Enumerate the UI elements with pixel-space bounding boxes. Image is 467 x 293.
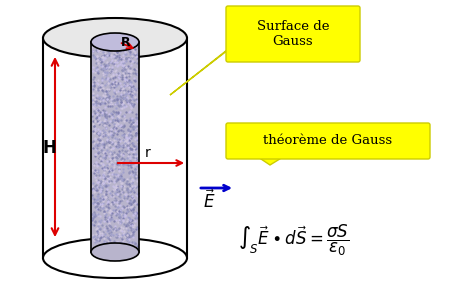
FancyBboxPatch shape	[226, 123, 430, 159]
Ellipse shape	[91, 243, 139, 261]
Text: R: R	[121, 36, 131, 49]
Polygon shape	[170, 35, 246, 95]
Polygon shape	[91, 42, 139, 252]
Text: Surface de
Gauss: Surface de Gauss	[257, 20, 329, 48]
Text: H: H	[43, 139, 57, 157]
Text: théorème de Gauss: théorème de Gauss	[263, 134, 393, 147]
Polygon shape	[258, 157, 283, 165]
Text: $\vec{E}$: $\vec{E}$	[203, 190, 215, 212]
Ellipse shape	[43, 18, 187, 58]
Text: $\int_S \vec{E}\bullet d\vec{S}=\dfrac{\sigma S}{\varepsilon_0}$: $\int_S \vec{E}\bullet d\vec{S}=\dfrac{\…	[238, 222, 349, 258]
Text: r: r	[145, 146, 151, 160]
Ellipse shape	[43, 238, 187, 278]
Polygon shape	[43, 38, 187, 258]
FancyBboxPatch shape	[226, 6, 360, 62]
Ellipse shape	[91, 33, 139, 51]
